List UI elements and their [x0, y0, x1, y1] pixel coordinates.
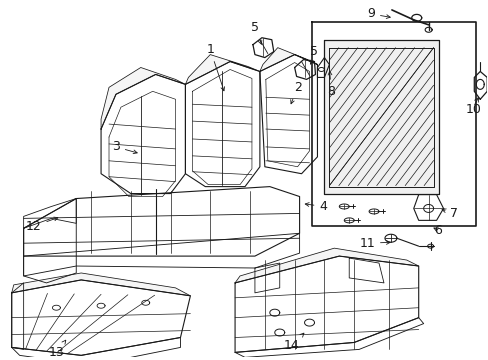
Text: 7: 7	[441, 207, 458, 220]
Text: 9: 9	[366, 8, 389, 21]
Polygon shape	[12, 273, 190, 296]
Polygon shape	[101, 67, 185, 129]
Text: 13: 13	[48, 340, 65, 359]
Text: 11: 11	[359, 237, 389, 250]
Text: 10: 10	[465, 103, 480, 116]
Text: 6: 6	[434, 224, 442, 237]
Text: 2: 2	[290, 81, 301, 104]
Text: 4: 4	[305, 200, 326, 213]
Text: 3: 3	[112, 140, 137, 154]
Text: 5: 5	[309, 45, 318, 64]
Text: 8: 8	[326, 71, 335, 98]
Text: 14: 14	[283, 333, 303, 352]
Polygon shape	[259, 48, 317, 72]
Text: 5: 5	[250, 21, 261, 44]
Text: 1: 1	[206, 43, 224, 91]
Polygon shape	[324, 40, 438, 194]
Polygon shape	[185, 55, 259, 84]
Text: 12: 12	[26, 217, 58, 233]
Polygon shape	[235, 248, 418, 283]
